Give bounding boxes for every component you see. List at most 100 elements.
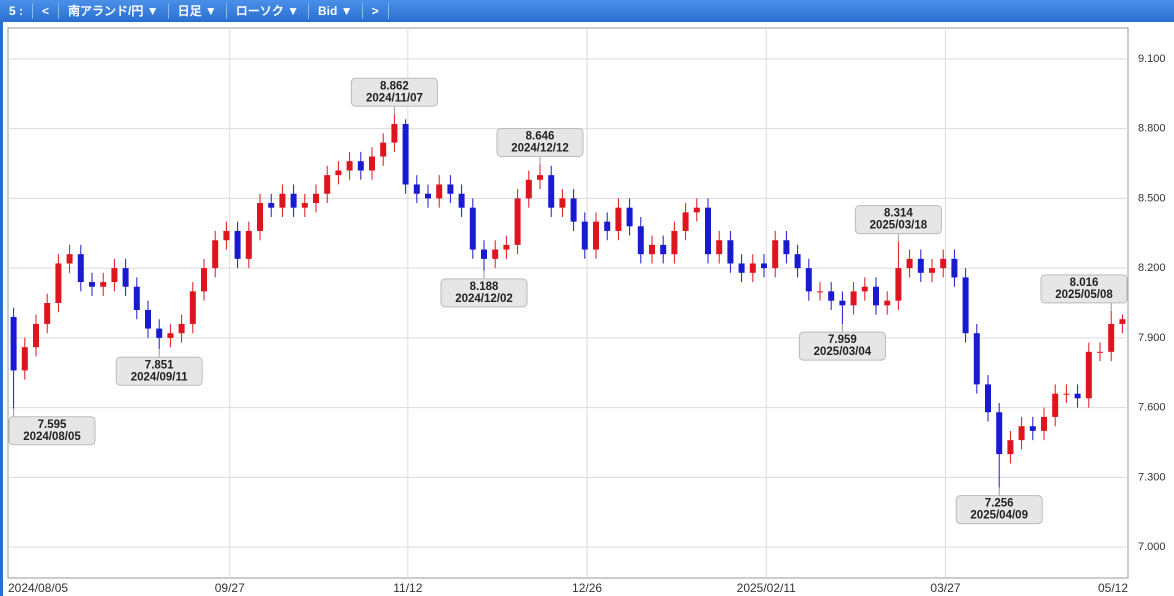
candle-body xyxy=(1052,393,1059,417)
candle-body xyxy=(973,333,980,385)
candle-body xyxy=(615,207,622,231)
candle-body xyxy=(167,333,174,338)
candle-body xyxy=(525,179,532,199)
candle-body xyxy=(738,263,745,273)
candle-body xyxy=(1074,393,1081,399)
x-tick-label: 2025/02/11 xyxy=(737,581,796,595)
candle-body xyxy=(772,240,779,269)
candle-body xyxy=(749,263,756,273)
candle-body xyxy=(761,263,767,269)
annotation-date: 2025/03/18 xyxy=(870,220,928,232)
candle-body xyxy=(77,254,84,283)
candle-body xyxy=(55,263,62,303)
x-tick-label: 05/12 xyxy=(1098,581,1128,595)
toolbar-button[interactable]: > xyxy=(363,3,389,19)
annotation-value: 8.646 xyxy=(526,130,555,142)
annotation-box xyxy=(496,127,584,157)
candle-body xyxy=(805,268,812,292)
candle-body xyxy=(727,240,734,264)
candle-body xyxy=(1018,426,1025,441)
candle-body xyxy=(413,184,420,194)
annotation-box xyxy=(854,205,942,235)
candle-body xyxy=(682,212,689,231)
candle-body xyxy=(436,184,443,199)
candle-body xyxy=(817,291,823,293)
y-tick-label: 7.300 xyxy=(1138,471,1166,483)
toolbar-button[interactable]: Bid ▼ xyxy=(309,3,363,19)
x-tick-label: 12/26 xyxy=(572,581,602,595)
annotation-box xyxy=(115,356,203,386)
y-tick-label: 8.800 xyxy=(1138,123,1166,135)
candle-body xyxy=(1029,426,1036,431)
candle-body xyxy=(469,207,476,250)
toolbar-button[interactable]: 日足 ▼ xyxy=(169,3,227,19)
annotation-value: 7.851 xyxy=(145,359,174,371)
annotation-box xyxy=(955,495,1043,525)
candle-body xyxy=(10,316,17,371)
candle-body xyxy=(570,198,577,222)
candle-body xyxy=(850,291,857,306)
candle-body xyxy=(828,291,835,301)
candle-body xyxy=(548,175,555,208)
candle-body xyxy=(89,282,95,287)
toolbar-button[interactable]: 南アランド/円 ▼ xyxy=(59,3,169,19)
candle-body xyxy=(985,384,991,413)
candle-body xyxy=(1085,351,1092,399)
candle-body xyxy=(861,286,868,292)
annotation-date: 2025/03/04 xyxy=(814,346,872,358)
candle-body xyxy=(357,161,364,171)
annotation-value: 7.959 xyxy=(828,334,857,346)
candle-body xyxy=(895,268,902,301)
candle-body xyxy=(1041,416,1047,431)
candle-body xyxy=(537,175,543,180)
candle-body xyxy=(906,258,913,269)
candle-body xyxy=(279,193,286,208)
x-tick-label: 03/27 xyxy=(930,581,960,595)
candle-body xyxy=(626,207,633,227)
candle-body xyxy=(705,207,711,255)
x-tick-label: 11/12 xyxy=(393,581,422,595)
candle-body xyxy=(604,221,611,231)
toolbar-button[interactable]: < xyxy=(33,3,60,19)
candle-body xyxy=(660,244,667,255)
candle-body xyxy=(559,198,566,208)
candle-body xyxy=(223,230,230,241)
candle-body xyxy=(234,230,241,259)
annotation-box xyxy=(1040,274,1128,304)
candle-body xyxy=(257,203,263,231)
candle-body xyxy=(873,286,879,306)
candle-body xyxy=(716,240,723,255)
candle-body xyxy=(268,203,275,208)
candle-body xyxy=(212,240,219,269)
candle-body xyxy=(100,282,107,287)
candle-body xyxy=(290,193,297,208)
candle-body xyxy=(481,249,487,259)
y-tick-label: 7.000 xyxy=(1138,541,1166,553)
annotation-date: 2024/08/05 xyxy=(23,431,81,443)
x-tick-label: 2024/08/05 xyxy=(8,581,68,595)
toolbar-button[interactable]: ローソク ▼ xyxy=(227,3,310,19)
candle-body xyxy=(783,240,790,255)
annotation-box xyxy=(440,278,528,308)
annotation-value: 7.256 xyxy=(985,498,1014,510)
candle-body xyxy=(693,207,700,213)
candle-body xyxy=(346,161,353,171)
annotation-value: 8.188 xyxy=(470,281,499,293)
toolbar-button[interactable]: 5 : xyxy=(0,3,34,19)
annotation-date: 2024/12/12 xyxy=(511,142,569,154)
annotation-box xyxy=(798,331,886,361)
candle-body xyxy=(189,291,196,324)
candle-body xyxy=(21,347,28,371)
annotation-value: 7.595 xyxy=(38,419,67,431)
candle-body xyxy=(929,268,935,273)
candle-body xyxy=(369,156,375,171)
annotation-value: 8.016 xyxy=(1070,277,1099,289)
candle-body xyxy=(458,193,465,208)
candle-body xyxy=(794,254,801,269)
candle-body xyxy=(884,300,891,306)
annotation-date: 2025/04/09 xyxy=(970,510,1028,522)
y-tick-label: 8.500 xyxy=(1138,192,1166,204)
candle-body xyxy=(1097,351,1103,353)
candle-body xyxy=(581,221,588,250)
candle-body xyxy=(839,300,846,306)
